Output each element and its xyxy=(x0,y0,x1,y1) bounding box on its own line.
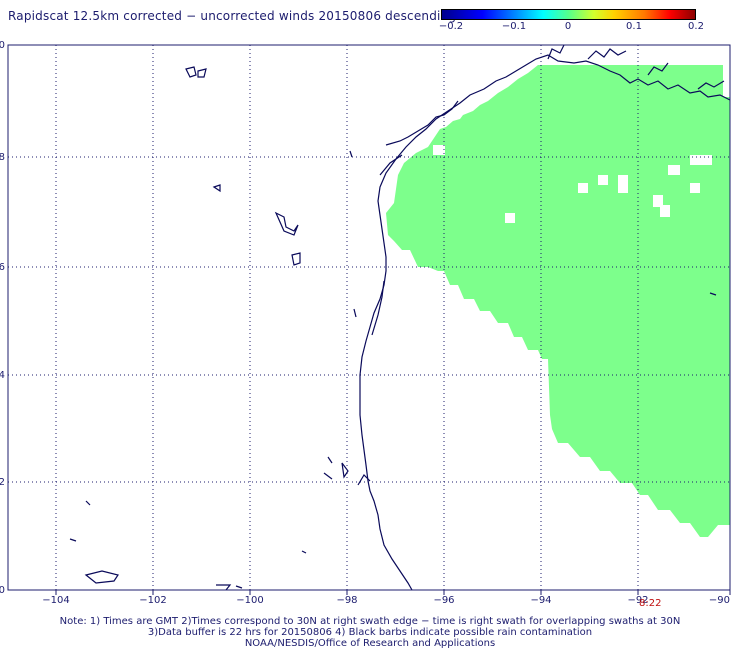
lon-label: −102 xyxy=(139,595,166,606)
tick-marks xyxy=(55,590,731,595)
map-frame xyxy=(7,44,731,591)
lat-label: 24 xyxy=(0,370,5,381)
note-line-2: 3)Data buffer is 22 hrs for 20150806 4) … xyxy=(147,627,593,638)
swath-region xyxy=(386,65,730,590)
colorbar-tick: 0 xyxy=(564,21,572,32)
coastline xyxy=(357,44,731,591)
map-title: Rapidscat 12.5km corrected − uncorrected… xyxy=(8,9,457,23)
colorbar-tick: −0.2 xyxy=(438,21,464,32)
note-line-3: NOAA/NESDIS/Office of Research and Appli… xyxy=(244,638,496,649)
colorbar-tick: −0.1 xyxy=(501,21,527,32)
colorbar xyxy=(441,9,696,20)
lon-label: −94 xyxy=(530,595,551,606)
lon-label: −92 xyxy=(627,595,648,606)
lon-label: −90 xyxy=(709,595,730,606)
note-line-1: Note: 1) Times are GMT 2)Times correspon… xyxy=(59,616,681,627)
graticule xyxy=(8,45,730,590)
lon-label: −96 xyxy=(433,595,454,606)
lat-label: 30 xyxy=(0,40,5,51)
lat-label: 22 xyxy=(0,477,5,488)
lat-label: 28 xyxy=(0,152,5,163)
lakes xyxy=(69,66,717,591)
lon-label: −100 xyxy=(236,595,263,606)
wind-map: −104 −102 −100 −98 −96 −94 −92 −90 30 28… xyxy=(0,40,731,606)
lon-label: −98 xyxy=(336,595,357,606)
swath-time-label: 8:22 xyxy=(639,598,662,609)
lat-label: 26 xyxy=(0,262,5,273)
swath-gaps xyxy=(433,145,712,223)
colorbar-tick: 0.1 xyxy=(626,21,642,32)
lon-label: −104 xyxy=(42,595,69,606)
lat-label: 20 xyxy=(0,585,5,596)
colorbar-tick: 0.2 xyxy=(688,21,704,32)
